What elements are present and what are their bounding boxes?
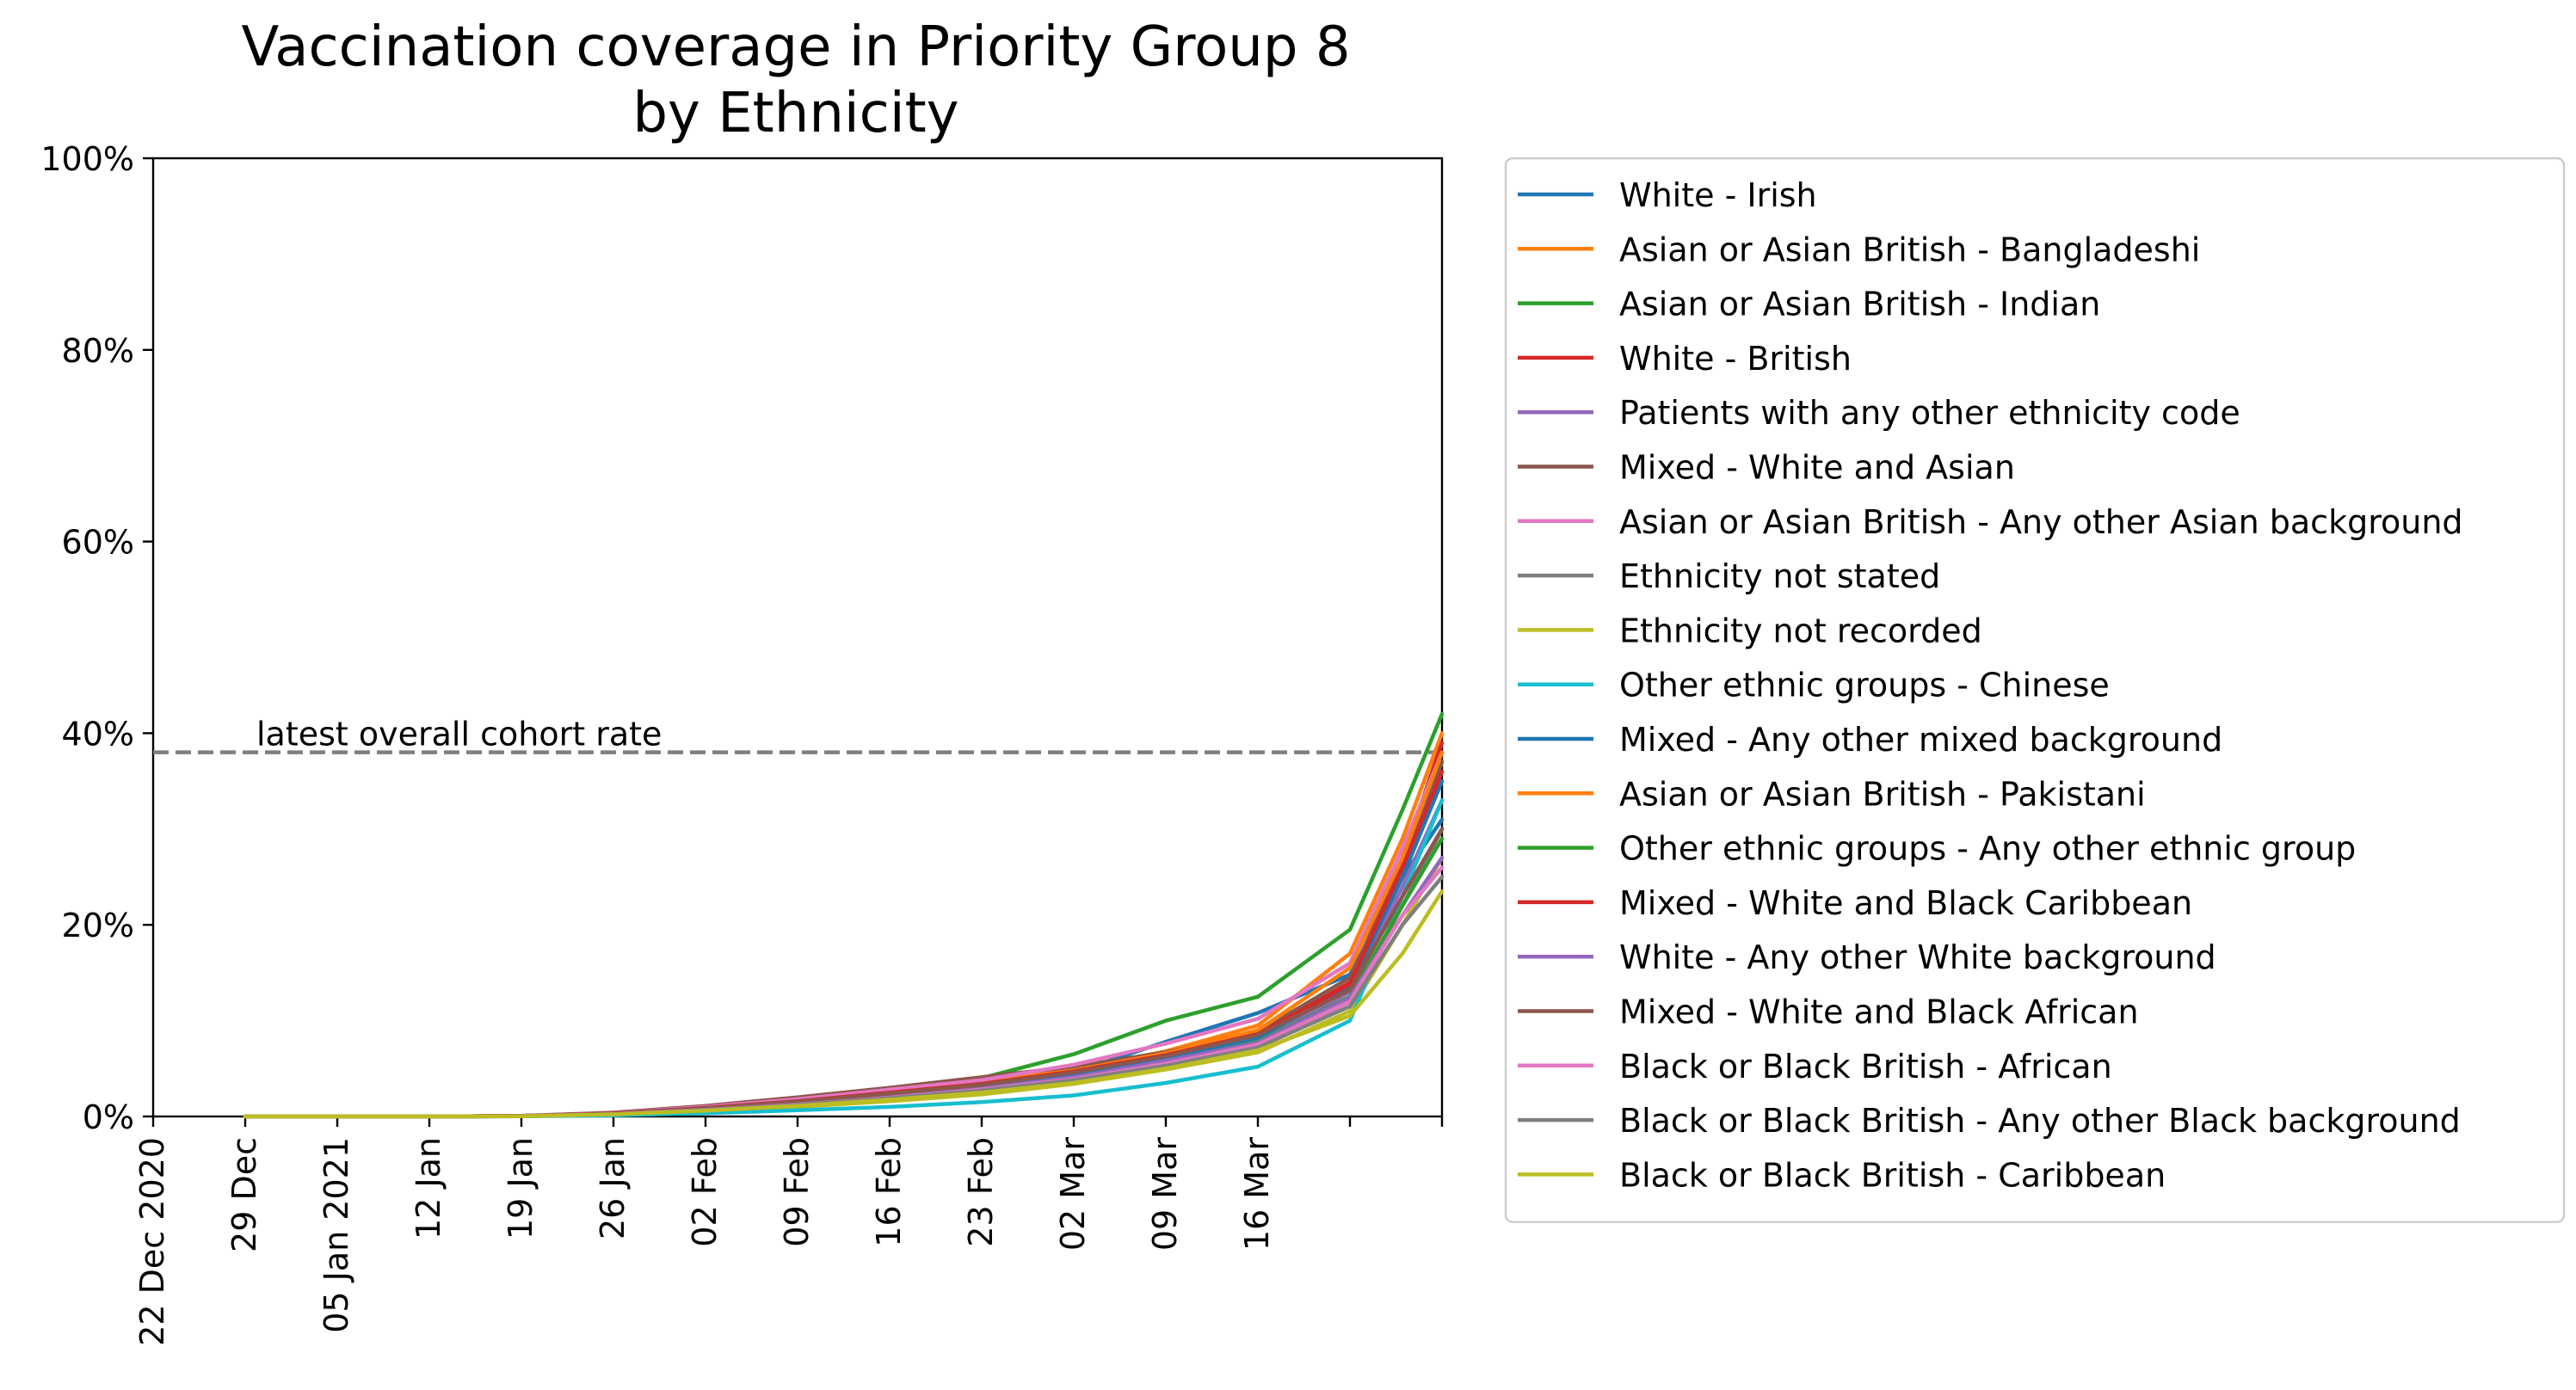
x-tick-label: 09 Mar bbox=[1146, 1137, 1184, 1252]
legend-label: Mixed - White and Black African bbox=[1619, 993, 2139, 1031]
x-tick-label: 09 Feb bbox=[778, 1137, 816, 1247]
legend-label: Mixed - White and Asian bbox=[1619, 449, 2015, 487]
legend-label: White - Any other White background bbox=[1619, 938, 2216, 976]
x-tick-label: 29 Dec bbox=[225, 1137, 263, 1252]
legend-label: Other ethnic groups - Chinese bbox=[1619, 667, 2110, 704]
plot-area: 0% 20% 40% 60% 80% 100% 22 Dec 2020 29 Dec 05 Ja… bbox=[40, 140, 1445, 1346]
legend-frame bbox=[1504, 157, 2566, 1223]
y-tick-label: 40% bbox=[62, 715, 134, 753]
legend-label: Ethnicity not stated bbox=[1619, 557, 1940, 595]
legend-label: Black or Black British - Any other Black… bbox=[1619, 1102, 2461, 1140]
legend-label: White - Irish bbox=[1619, 176, 1817, 214]
legend-label: Asian or Asian British - Any other Asian… bbox=[1619, 503, 2463, 541]
legend-label: Other ethnic groups - Any other ethnic g… bbox=[1619, 830, 2356, 868]
legend-label: Mixed - White and Black Caribbean bbox=[1619, 884, 2192, 922]
chart-title-line-2: by Ethnicity bbox=[632, 82, 958, 145]
legend-label: Asian or Asian British - Indian bbox=[1619, 286, 2100, 323]
legend-label: White - British bbox=[1619, 340, 1852, 378]
y-tick-label: 60% bbox=[62, 524, 134, 562]
x-tick-label: 12 Jan bbox=[410, 1137, 447, 1239]
x-tick-label: 02 Mar bbox=[1054, 1137, 1092, 1252]
legend-label: Black or Black British - African bbox=[1619, 1048, 2112, 1086]
chart-title-line-1: Vaccination coverage in Priority Group 8 bbox=[241, 15, 1350, 79]
legend: White - Irish Asian or Asian British - Ba… bbox=[1504, 157, 2566, 1223]
x-tick-label: 26 Jan bbox=[594, 1137, 632, 1239]
y-tick-label: 100% bbox=[40, 140, 134, 178]
x-tick-label: 19 Jan bbox=[502, 1137, 539, 1239]
legend-label: Ethnicity not recorded bbox=[1619, 612, 1982, 649]
x-tick-label: 16 Feb bbox=[870, 1137, 908, 1247]
legend-label: Asian or Asian British - Pakistani bbox=[1619, 775, 2146, 813]
x-tick-label: 23 Feb bbox=[962, 1137, 1000, 1247]
x-tick-label: 02 Feb bbox=[686, 1137, 724, 1247]
y-tick-label: 20% bbox=[62, 907, 134, 944]
legend-label: Asian or Asian British - Bangladeshi bbox=[1619, 231, 2200, 268]
series-line bbox=[243, 889, 1445, 1119]
y-tick-label: 0% bbox=[83, 1098, 134, 1136]
x-tick-label: 16 Mar bbox=[1238, 1137, 1276, 1252]
x-tick-label: 22 Dec 2020 bbox=[133, 1137, 171, 1346]
x-tick-label: 05 Jan 2021 bbox=[317, 1137, 355, 1333]
y-tick-label: 80% bbox=[62, 332, 134, 370]
legend-label: Mixed - Any other mixed background bbox=[1619, 721, 2222, 759]
legend-label: Black or Black British - Caribbean bbox=[1619, 1156, 2166, 1194]
legend-label: Patients with any other ethnicity code bbox=[1619, 394, 2240, 432]
reference-line-label: latest overall cohort rate bbox=[256, 716, 662, 753]
